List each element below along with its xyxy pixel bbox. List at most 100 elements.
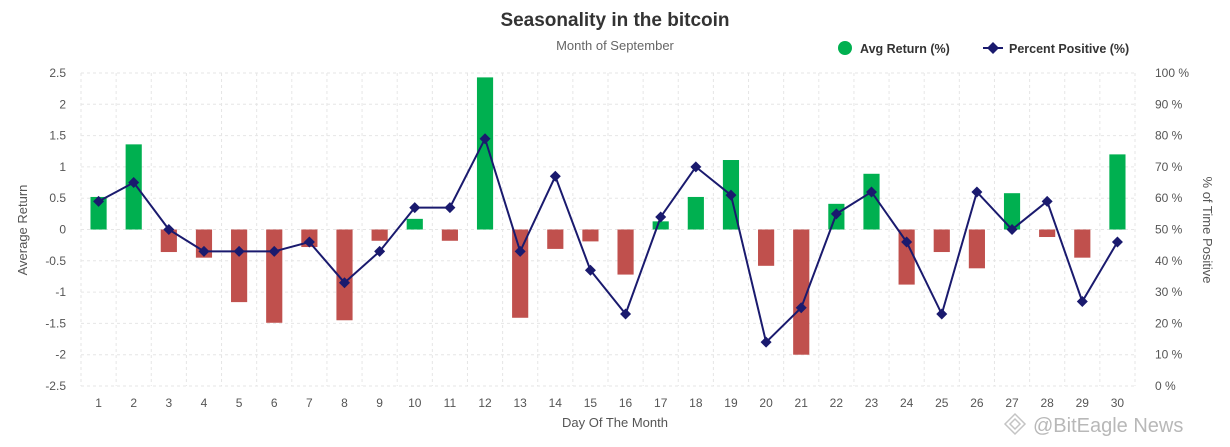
watermark: @BitEagle News <box>1003 412 1183 437</box>
bar-day-12[interactable] <box>476 77 494 230</box>
grid <box>80 72 1136 387</box>
x-tick-label: 8 <box>341 396 348 410</box>
point-day-8[interactable] <box>339 277 350 289</box>
x-tick-label: 16 <box>619 396 633 410</box>
chart-subtitle: Month of September <box>556 38 674 53</box>
x-tick-label: 29 <box>1076 396 1090 410</box>
point-day-2[interactable] <box>128 177 140 189</box>
point-day-13[interactable] <box>514 245 526 257</box>
x-tick-label: 14 <box>549 396 563 410</box>
x-tick-label: 9 <box>376 396 383 410</box>
legend-bar-marker <box>838 41 852 55</box>
left-tick-label: -0.5 <box>45 254 66 268</box>
point-day-12[interactable] <box>479 133 491 145</box>
left-tick-label: -2 <box>55 348 66 362</box>
x-tick-label: 5 <box>236 396 243 410</box>
x-tick-label: 7 <box>306 396 313 410</box>
bar-day-23[interactable] <box>863 173 880 230</box>
bar-day-16[interactable] <box>617 229 634 275</box>
point-day-26[interactable] <box>971 186 983 198</box>
point-day-15[interactable] <box>584 264 596 276</box>
watermark-text: @BitEagle News <box>1033 415 1183 437</box>
left-axis-ticks: 2.5 2 1.5 1 0.5 0 -0.5 -1 -1.5 -2 -2.5 <box>45 66 66 393</box>
point-day-11[interactable] <box>444 202 456 214</box>
x-tick-label: 17 <box>654 396 668 410</box>
x-tick-label: 1 <box>95 396 102 410</box>
point-day-4[interactable] <box>198 245 210 257</box>
point-day-28[interactable] <box>1041 195 1053 207</box>
bar-day-30[interactable] <box>1109 154 1126 230</box>
point-day-27[interactable] <box>1006 224 1018 235</box>
legend-line-label[interactable]: Percent Positive (%) <box>1009 42 1129 56</box>
point-day-9[interactable] <box>374 245 386 257</box>
x-tick-label: 10 <box>408 396 422 410</box>
bar-day-15[interactable] <box>582 229 599 242</box>
right-tick-label: 0 % <box>1155 379 1176 393</box>
left-tick-label: 2 <box>59 97 66 111</box>
bar-day-28[interactable] <box>1039 229 1056 238</box>
line-series <box>93 133 1123 348</box>
x-tick-label: 4 <box>201 396 208 410</box>
point-day-10[interactable] <box>409 202 421 214</box>
point-day-20[interactable] <box>760 336 772 348</box>
legend-bar-label[interactable]: Avg Return (%) <box>860 42 950 56</box>
left-tick-label: -2.5 <box>45 379 66 393</box>
bar-day-29[interactable] <box>1074 229 1091 258</box>
x-tick-label: 23 <box>865 396 879 410</box>
bar-day-8[interactable] <box>336 229 353 321</box>
bar-day-3[interactable] <box>160 229 177 253</box>
bar-day-18[interactable] <box>687 196 704 230</box>
bar-day-5[interactable] <box>231 229 248 303</box>
bar-day-25[interactable] <box>933 229 950 253</box>
bar-day-21[interactable] <box>793 229 810 355</box>
point-day-7[interactable] <box>303 236 315 248</box>
x-tick-label: 13 <box>513 396 527 410</box>
bar-day-20[interactable] <box>758 229 775 266</box>
left-tick-label: 2.5 <box>49 66 66 80</box>
x-tick-label: 19 <box>724 396 738 410</box>
bar-day-17[interactable] <box>652 221 669 230</box>
point-day-29[interactable] <box>1076 295 1088 307</box>
point-day-23[interactable] <box>866 186 877 198</box>
point-day-1[interactable] <box>93 195 105 207</box>
x-tick-label: 11 <box>444 396 457 410</box>
point-day-18[interactable] <box>690 161 702 173</box>
right-tick-label: 100 % <box>1155 66 1189 80</box>
bar-day-6[interactable] <box>266 229 283 323</box>
point-day-14[interactable] <box>549 170 561 182</box>
point-day-19[interactable] <box>725 189 737 201</box>
x-tick-label: 15 <box>584 396 598 410</box>
point-day-6[interactable] <box>268 245 280 257</box>
legend[interactable]: Avg Return (%) Percent Positive (%) <box>838 41 1129 56</box>
bar-day-9[interactable] <box>371 229 388 241</box>
legend-line-marker <box>987 42 999 54</box>
right-tick-label: 40 % <box>1155 254 1183 268</box>
bar-day-11[interactable] <box>441 229 458 241</box>
x-axis-label: Day Of The Month <box>562 415 668 430</box>
x-axis-ticks: 1 2 3 4 5 6 7 8 9 10 11 12 13 14 15 16 17 18 19 20 21 22 23 24 2… <box>95 396 1124 410</box>
chart-title: Seasonality in the bitcoin <box>500 10 729 31</box>
x-tick-label: 3 <box>165 396 172 410</box>
point-day-3[interactable] <box>163 224 175 235</box>
point-day-25[interactable] <box>936 308 948 320</box>
left-tick-label: -1.5 <box>45 316 66 330</box>
point-day-5[interactable] <box>233 245 245 257</box>
bar-day-10[interactable] <box>406 218 423 230</box>
bar-day-13[interactable] <box>512 229 529 318</box>
point-day-22[interactable] <box>830 208 842 220</box>
bar-day-26[interactable] <box>968 229 985 269</box>
point-day-21[interactable] <box>795 302 807 314</box>
right-tick-label: 10 % <box>1155 348 1183 362</box>
point-day-16[interactable] <box>620 308 632 320</box>
point-day-17[interactable] <box>655 211 667 223</box>
x-tick-label: 18 <box>689 396 703 410</box>
bar-day-27[interactable] <box>1003 193 1021 230</box>
bar-day-14[interactable] <box>547 229 564 249</box>
point-day-30[interactable] <box>1111 236 1123 248</box>
x-tick-label: 25 <box>935 396 949 410</box>
left-tick-label: 1 <box>59 160 66 174</box>
point-day-24[interactable] <box>901 236 913 248</box>
right-axis-ticks: 100 % 90 % 80 % 70 % 60 % 50 % 40 % 30 % 20 % 10 … <box>1155 66 1189 393</box>
bar-day-1[interactable] <box>90 196 107 230</box>
